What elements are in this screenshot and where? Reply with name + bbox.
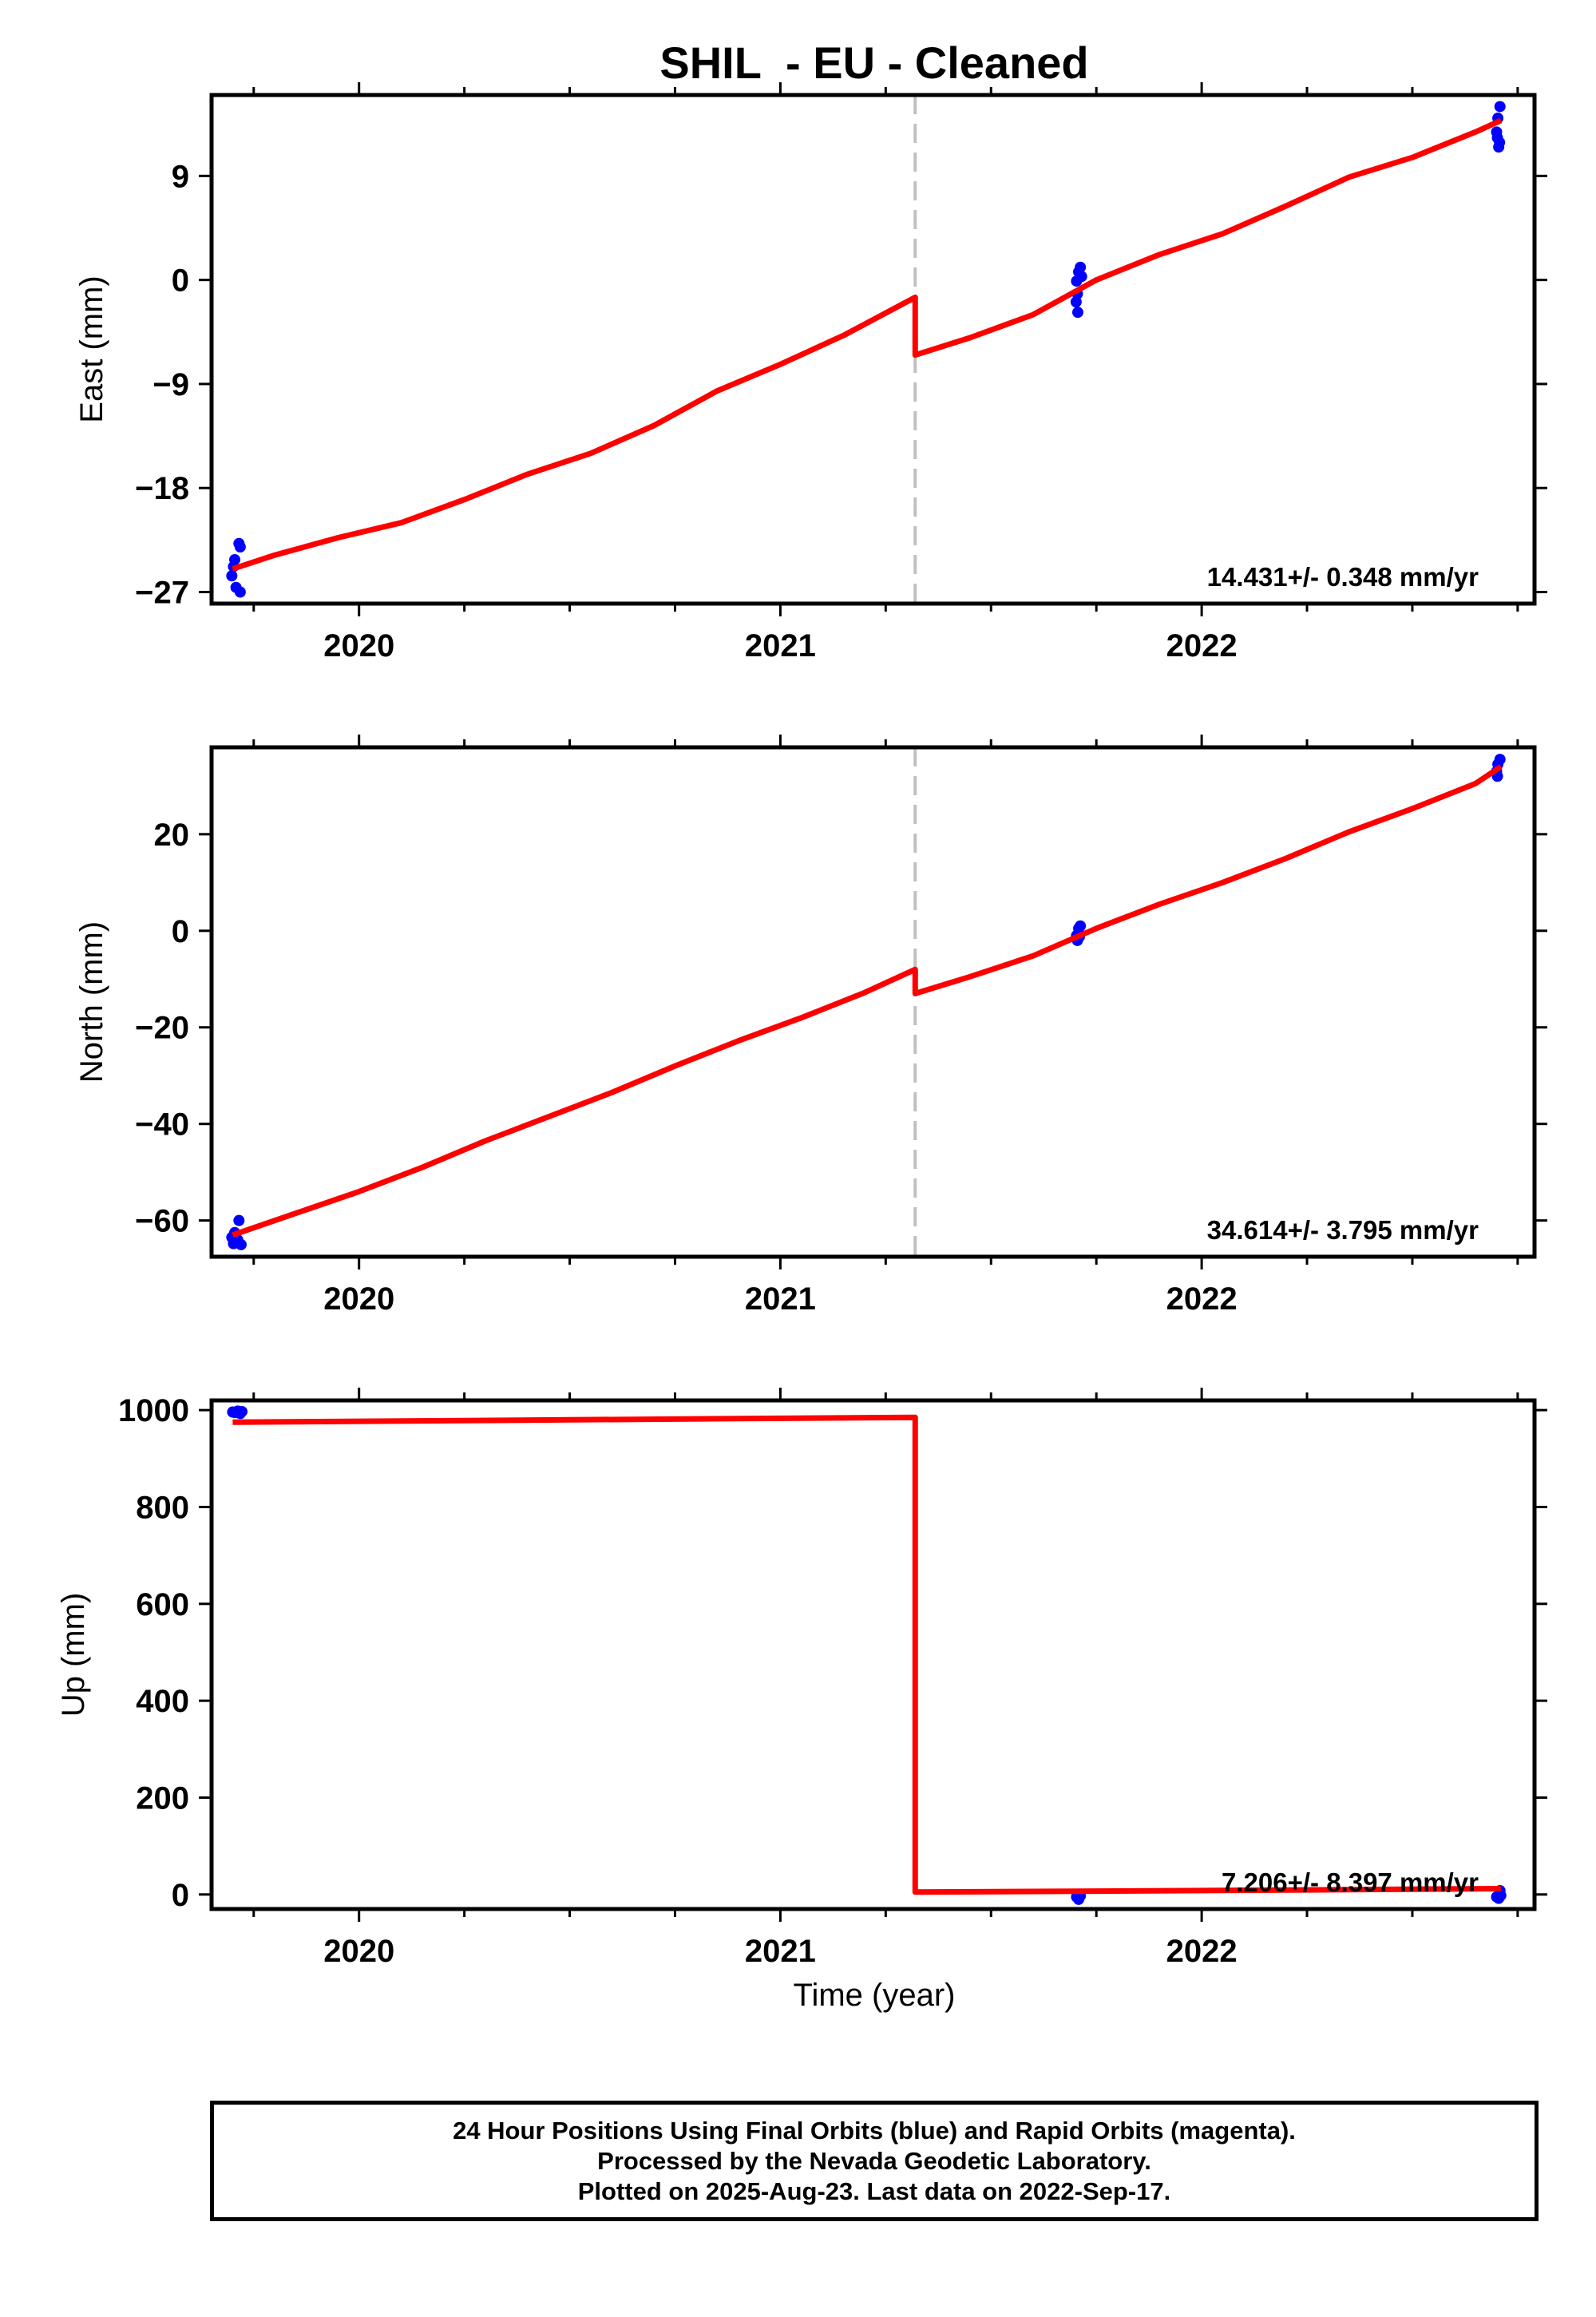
x-tick-label: 2020 — [323, 1934, 394, 1969]
x-tick-label: 2022 — [1166, 628, 1238, 663]
y-tick-label: 200 — [136, 1780, 189, 1816]
y-tick-label: 0 — [172, 263, 189, 299]
panel-north: 2020 2021 2022 20 0 −20 −40 −60 North (mm) 34.614… — [74, 735, 1547, 1317]
plot-frame — [209, 1398, 1537, 1911]
y-tick-label: −60 — [135, 1204, 189, 1239]
data-point — [1494, 101, 1506, 113]
data-point — [1075, 261, 1087, 273]
data-point — [233, 1214, 245, 1226]
data-point — [1075, 920, 1087, 932]
y-tick-label: −27 — [135, 576, 189, 611]
data-point — [226, 570, 238, 582]
y-tick-label: 20 — [154, 818, 190, 853]
y-tick-label: 0 — [172, 914, 189, 949]
plot-frame — [209, 745, 1537, 1259]
velocity-label: 34.614+/- 3.795 mm/yr — [1207, 1215, 1479, 1245]
fit-line — [232, 764, 1503, 1238]
footer-line-3: Plotted on 2025-Aug-23. Last data on 202… — [577, 2176, 1171, 2205]
y-tick-label: −40 — [135, 1107, 189, 1143]
x-tick-label: 2021 — [745, 628, 816, 663]
y-tick-label: 0 — [172, 1878, 189, 1913]
data-point — [1075, 271, 1087, 283]
y-tick-label: −9 — [152, 367, 189, 402]
data-point — [1070, 296, 1082, 308]
chart-title: SHIL - EU - Cleaned — [659, 38, 1088, 88]
y-tick-label: 1000 — [118, 1393, 189, 1428]
data-point — [1071, 307, 1083, 319]
x-tick-label: 2020 — [323, 1281, 394, 1317]
footer-line-2: Processed by the Nevada Geodetic Laborat… — [597, 2146, 1151, 2175]
data-point — [236, 1405, 248, 1417]
data-point — [1493, 141, 1505, 153]
fit-line — [232, 1414, 1501, 1895]
data-point — [234, 586, 246, 598]
y-axis-label: East (mm) — [74, 275, 109, 422]
velocity-label: 7.206+/- 8.397 mm/yr — [1222, 1867, 1479, 1897]
plot-frame — [209, 93, 1537, 606]
x-tick-label: 2020 — [323, 628, 394, 663]
data-point — [227, 1406, 239, 1418]
x-tick-label: 2022 — [1166, 1934, 1238, 1969]
data-point — [228, 1238, 240, 1250]
data-point — [234, 541, 246, 553]
panel-up: 2020 2021 2022 1000 800 600 400 200 0 Up (mm) 7.20… — [56, 1388, 1547, 1969]
x-tick-label: 2021 — [745, 1281, 816, 1317]
x-tick-label: 2022 — [1166, 1281, 1238, 1317]
footer-box: 24 Hour Positions Using Final Orbits (bl… — [210, 2101, 1539, 2221]
fit-line — [232, 117, 1503, 572]
x-tick-label: 2021 — [745, 1934, 816, 1969]
y-tick-label: −18 — [135, 471, 189, 506]
y-tick-label: 600 — [136, 1587, 189, 1622]
y-tick-label: 800 — [136, 1490, 189, 1525]
y-axis-label: North (mm) — [74, 921, 109, 1083]
footer-line-1: 24 Hour Positions Using Final Orbits (bl… — [453, 2116, 1296, 2145]
x-axis-label: Time (year) — [794, 1978, 956, 2013]
y-tick-label: 9 — [172, 159, 189, 194]
panel-east: 2020 2021 2022 9 0 −9 −18 −27 East (mm) 14.431+/-… — [74, 82, 1547, 663]
y-axis-label: Up (mm) — [56, 1593, 91, 1717]
y-tick-label: −20 — [135, 1011, 189, 1046]
velocity-label: 14.431+/- 0.348 mm/yr — [1207, 562, 1479, 592]
y-tick-label: 400 — [136, 1684, 189, 1719]
data-point — [1494, 754, 1506, 766]
